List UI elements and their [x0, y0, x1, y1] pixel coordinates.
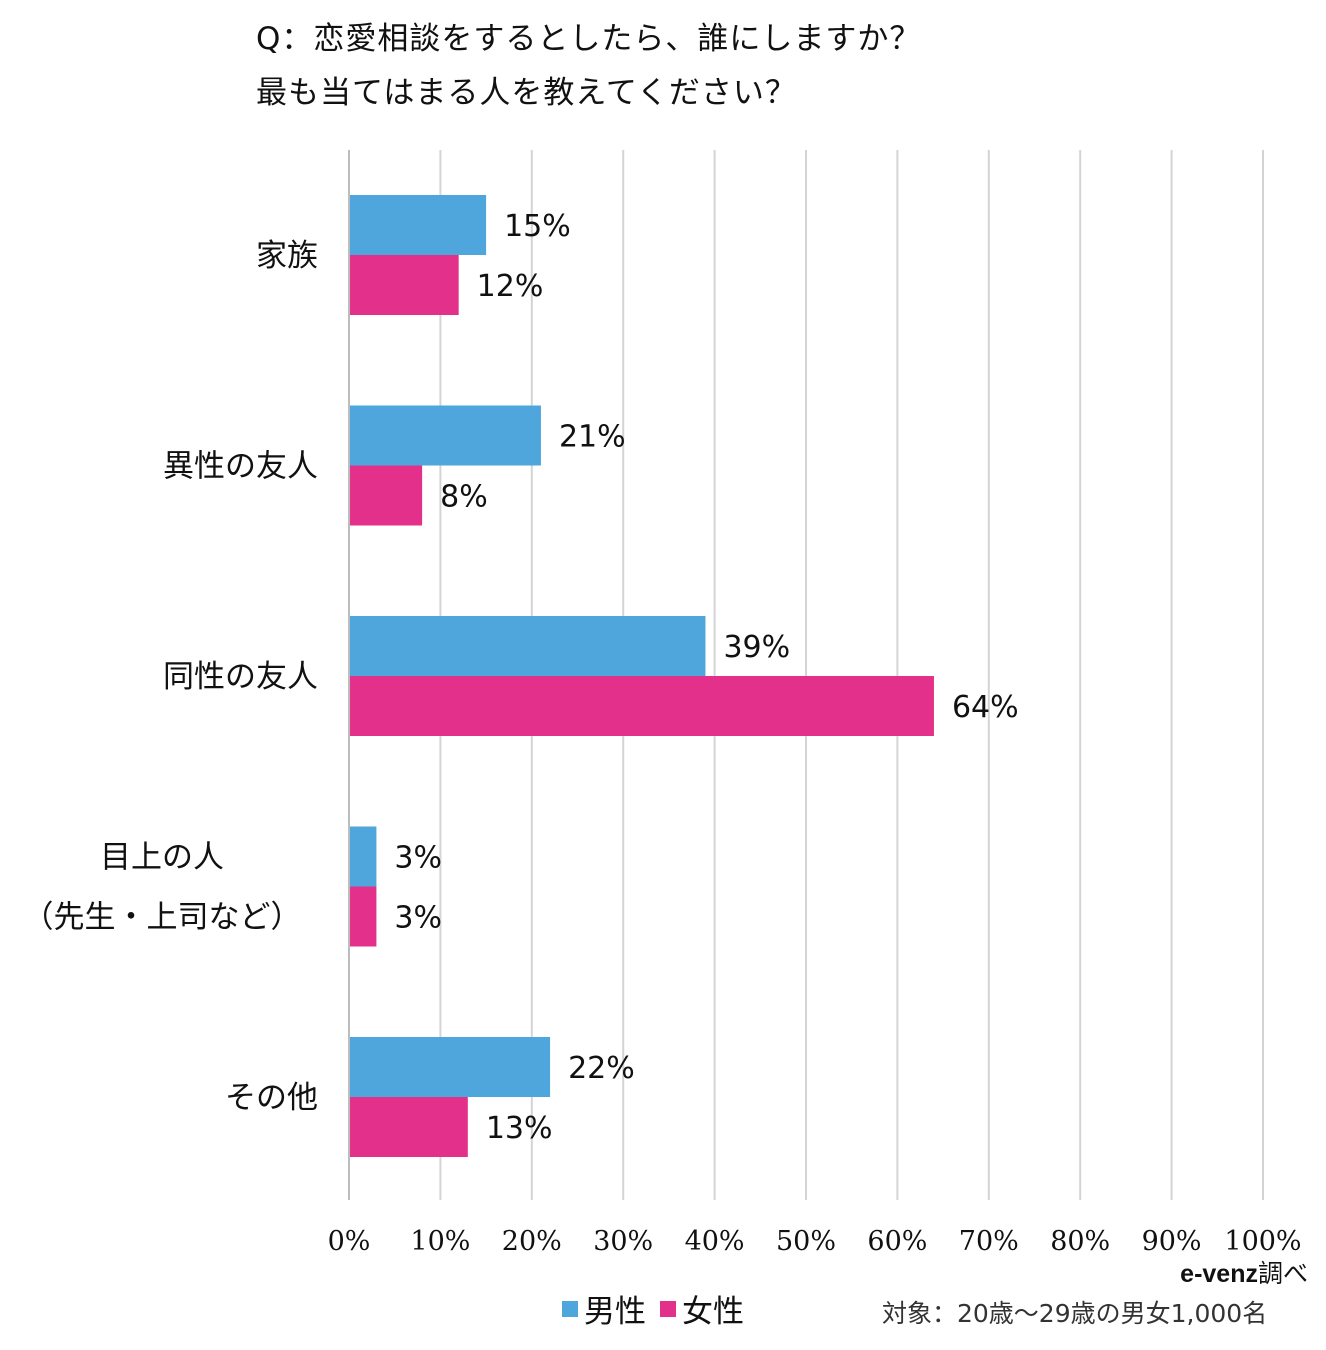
category-label: 家族: [256, 238, 318, 274]
legend-label-female: 女性: [682, 1294, 744, 1330]
chart-title-line-1: Q：恋愛相談をするとしたら、誰にしますか？: [256, 21, 922, 57]
bar: [349, 465, 423, 526]
data-label: 21%: [559, 420, 626, 455]
x-tick-label: 80%: [1050, 1226, 1110, 1257]
x-tick-label: 90%: [1142, 1226, 1202, 1257]
category-label: その他: [225, 1080, 318, 1116]
legend-swatch-male: [562, 1300, 578, 1317]
x-tick-label: 30%: [593, 1226, 653, 1257]
bar: [349, 255, 459, 315]
legend-label-male: 男性: [584, 1294, 646, 1330]
x-tick-label: 0%: [328, 1226, 371, 1257]
data-label: 15%: [504, 209, 571, 244]
source-credit: e-venz調べ: [1180, 1254, 1308, 1290]
category-label: 目上の人: [100, 840, 224, 876]
data-label: 8%: [440, 480, 488, 515]
credit-suffix: 調べ: [1257, 1259, 1308, 1288]
category-label: 同性の友人: [163, 659, 318, 695]
data-label: 3%: [394, 841, 442, 876]
data-label: 12%: [477, 269, 544, 304]
data-label: 22%: [568, 1051, 635, 1086]
data-label: 13%: [486, 1111, 553, 1146]
legend-swatch-female: [660, 1300, 676, 1317]
bar: [349, 886, 377, 947]
bar: [349, 1037, 551, 1097]
survey-target-note: 対象：20歳〜29歳の男女1,000名: [882, 1299, 1268, 1328]
x-tick-label: 60%: [867, 1226, 927, 1257]
x-tick-label: 100%: [1224, 1226, 1301, 1257]
data-label: 64%: [952, 690, 1019, 725]
bar: [349, 616, 706, 676]
bar: [349, 195, 487, 255]
bar: [349, 826, 377, 887]
category-label: （先生・上司など）: [23, 900, 302, 936]
credit-brand: e-venz: [1180, 1260, 1258, 1288]
legend-item-male: 男性: [562, 1286, 646, 1331]
data-label: 3%: [394, 901, 442, 936]
chart-title-line-2: 最も当てはまる人を教えてください？: [256, 75, 797, 111]
x-tick-label: 70%: [959, 1226, 1019, 1257]
bar: [349, 405, 541, 466]
x-tick-label: 20%: [502, 1226, 562, 1257]
x-tick-label: 40%: [685, 1226, 745, 1257]
chart-legend: 男性 女性: [562, 1286, 758, 1331]
x-tick-label: 50%: [776, 1226, 836, 1257]
x-tick-label: 10%: [410, 1226, 470, 1257]
bar: [349, 676, 934, 736]
bar: [349, 1097, 468, 1157]
category-label: 異性の友人: [163, 449, 318, 485]
data-label: 39%: [723, 630, 790, 665]
legend-item-female: 女性: [660, 1286, 744, 1331]
